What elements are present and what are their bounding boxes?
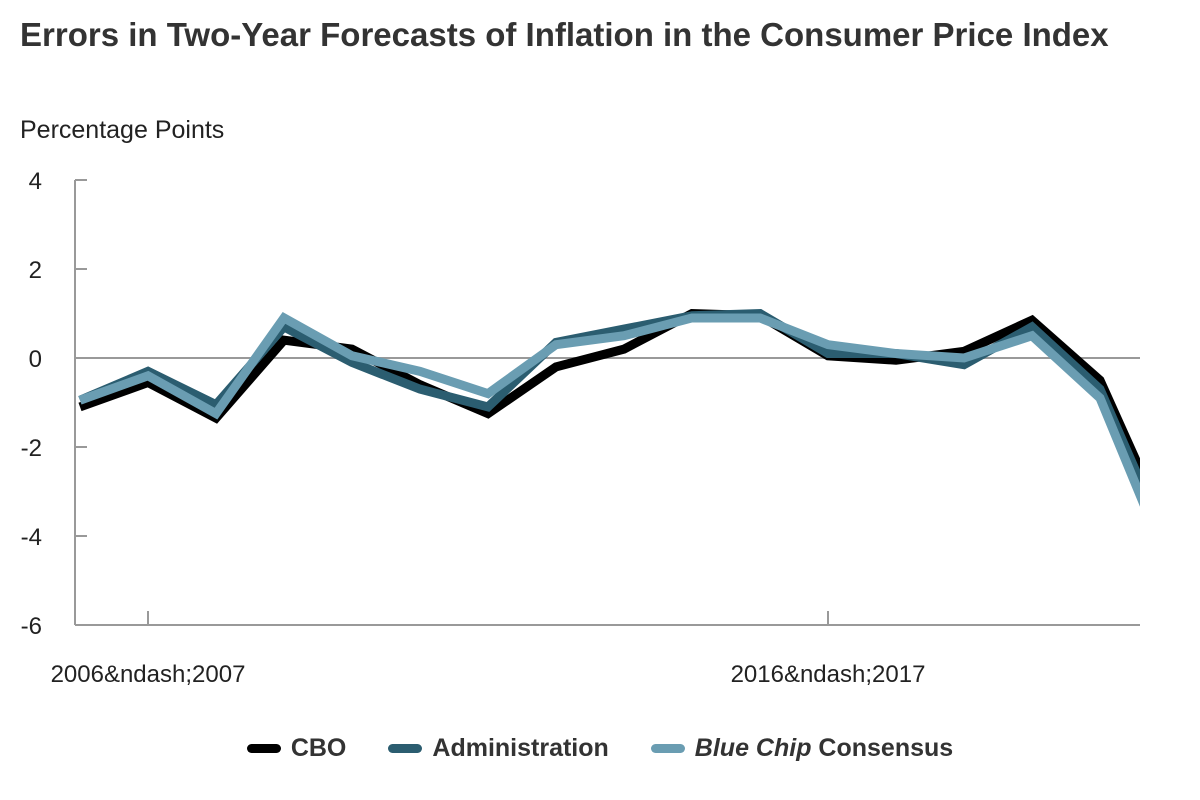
legend-swatch-administration <box>388 744 423 753</box>
legend-label: CBO <box>290 734 347 762</box>
y-tick-label: 0 <box>29 346 42 373</box>
legend-item-administration: Administration <box>388 734 609 763</box>
series-line-cbo <box>78 308 1140 481</box>
legend-swatch-blue-chip <box>650 744 685 753</box>
legend-item-blue-chip: Blue Chip Consensus <box>650 734 953 763</box>
x-tick-label: 2006&ndash;2007 <box>51 661 246 688</box>
y-tick-label: -2 <box>21 435 42 462</box>
legend: CBO Administration Blue Chip Consensus <box>0 734 1200 763</box>
x-tick-label: 2016&ndash;2017 <box>731 661 926 688</box>
y-tick-label: 4 <box>29 168 42 195</box>
y-tick-label: 2 <box>29 257 42 284</box>
y-axis-label: Percentage Points <box>20 116 225 144</box>
y-tick-label: -6 <box>21 613 42 640</box>
legend-label-italic: Blue Chip <box>694 734 812 762</box>
legend-label: Administration <box>432 734 609 762</box>
legend-label: Blue Chip Consensus <box>695 734 953 763</box>
y-tick-label: -4 <box>21 524 42 551</box>
legend-label-rest: Consensus <box>811 734 954 762</box>
legend-swatch-cbo <box>246 744 281 753</box>
legend-item-cbo: CBO <box>246 734 347 763</box>
series-line-blue-chip-consensus <box>78 312 1140 507</box>
chart-title: Errors in Two-Year Forecasts of Inflatio… <box>20 16 1109 53</box>
